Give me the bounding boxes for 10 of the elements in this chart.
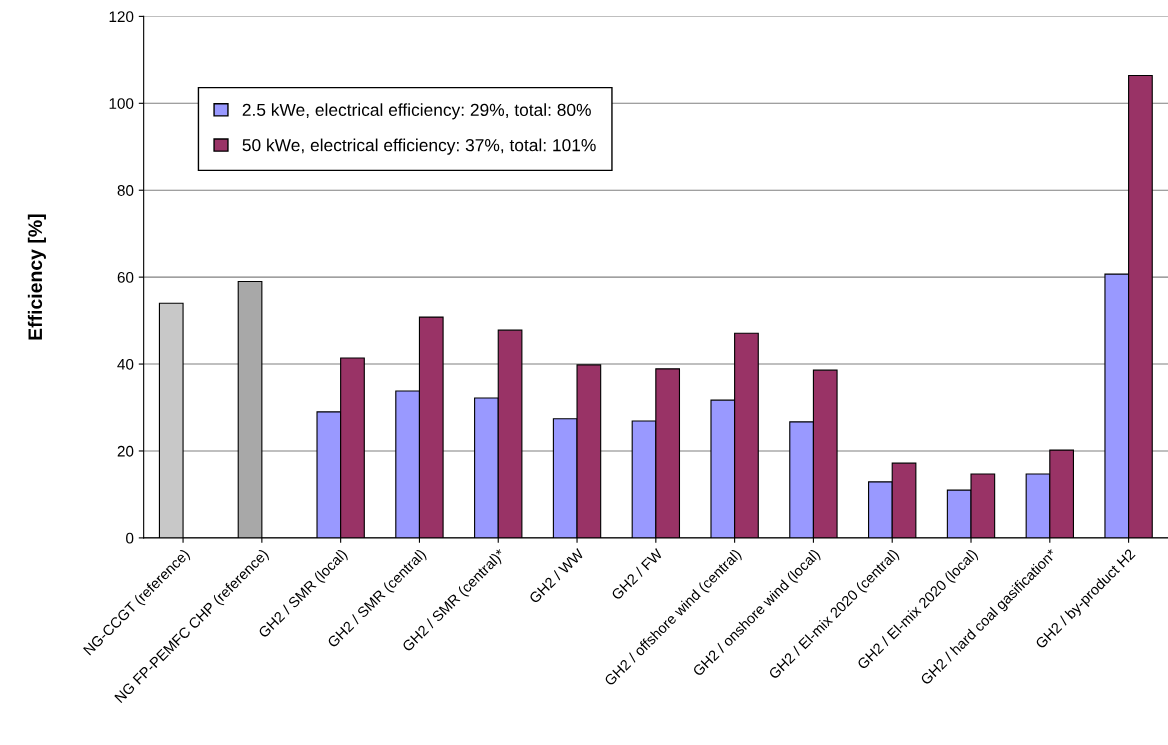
y-tick-label: 60 (117, 272, 134, 283)
y-tick-label: 100 (109, 98, 134, 109)
y-tick-label: 40 (117, 358, 134, 370)
y-tick-label: 80 (117, 185, 134, 196)
y-axis-title: Efficiency [%] (27, 214, 46, 340)
y-tick-label: 120 (109, 11, 134, 23)
y-tick-label: 20 (117, 445, 134, 457)
y-tick-label: 0 (126, 532, 134, 544)
legend-label: 2.5 kWe, electrical efficiency: 29%, total: 80% (242, 103, 591, 120)
legend-label: 50 kWe, electrical efficiency: 37%, total: 101% (242, 138, 596, 155)
